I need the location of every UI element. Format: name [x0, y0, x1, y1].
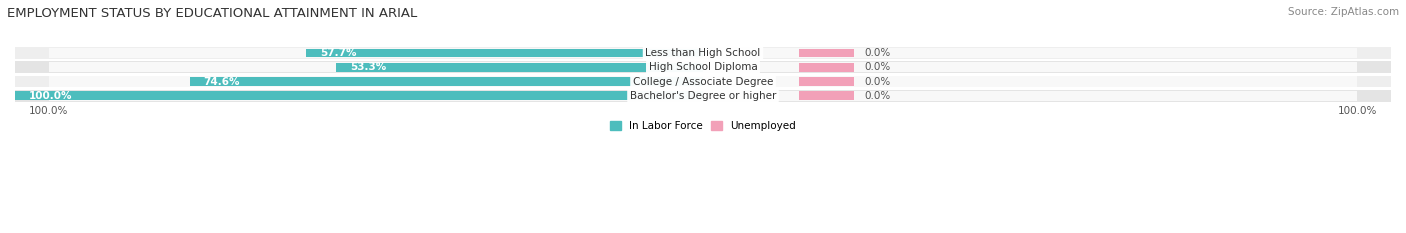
- Text: 53.3%: 53.3%: [350, 62, 387, 72]
- Legend: In Labor Force, Unemployed: In Labor Force, Unemployed: [606, 117, 800, 135]
- Bar: [15, 47, 1391, 59]
- Bar: [49, 91, 1357, 101]
- Bar: [800, 91, 855, 100]
- Text: 0.0%: 0.0%: [865, 48, 891, 58]
- Text: Source: ZipAtlas.com: Source: ZipAtlas.com: [1288, 7, 1399, 17]
- Bar: [15, 62, 1391, 73]
- Bar: [15, 76, 1391, 87]
- Text: 100.0%: 100.0%: [1339, 106, 1378, 116]
- Bar: [49, 76, 1357, 87]
- Text: 0.0%: 0.0%: [865, 62, 891, 72]
- Text: College / Associate Degree: College / Associate Degree: [633, 77, 773, 87]
- Bar: [49, 48, 1357, 58]
- Text: 100.0%: 100.0%: [28, 91, 72, 101]
- Text: Less than High School: Less than High School: [645, 48, 761, 58]
- Bar: [800, 77, 855, 86]
- Bar: [49, 62, 1357, 72]
- Text: Bachelor's Degree or higher: Bachelor's Degree or higher: [630, 91, 776, 101]
- Bar: [336, 63, 703, 72]
- Text: 57.7%: 57.7%: [319, 48, 356, 58]
- Text: 100.0%: 100.0%: [28, 106, 67, 116]
- Text: 0.0%: 0.0%: [865, 91, 891, 101]
- Text: High School Diploma: High School Diploma: [648, 62, 758, 72]
- Bar: [15, 90, 1391, 102]
- Text: 0.0%: 0.0%: [865, 77, 891, 87]
- Text: EMPLOYMENT STATUS BY EDUCATIONAL ATTAINMENT IN ARIAL: EMPLOYMENT STATUS BY EDUCATIONAL ATTAINM…: [7, 7, 418, 20]
- Bar: [15, 91, 703, 100]
- Bar: [190, 77, 703, 86]
- Text: 74.6%: 74.6%: [204, 77, 240, 87]
- Bar: [307, 48, 703, 57]
- Bar: [800, 63, 855, 72]
- Bar: [800, 48, 855, 57]
